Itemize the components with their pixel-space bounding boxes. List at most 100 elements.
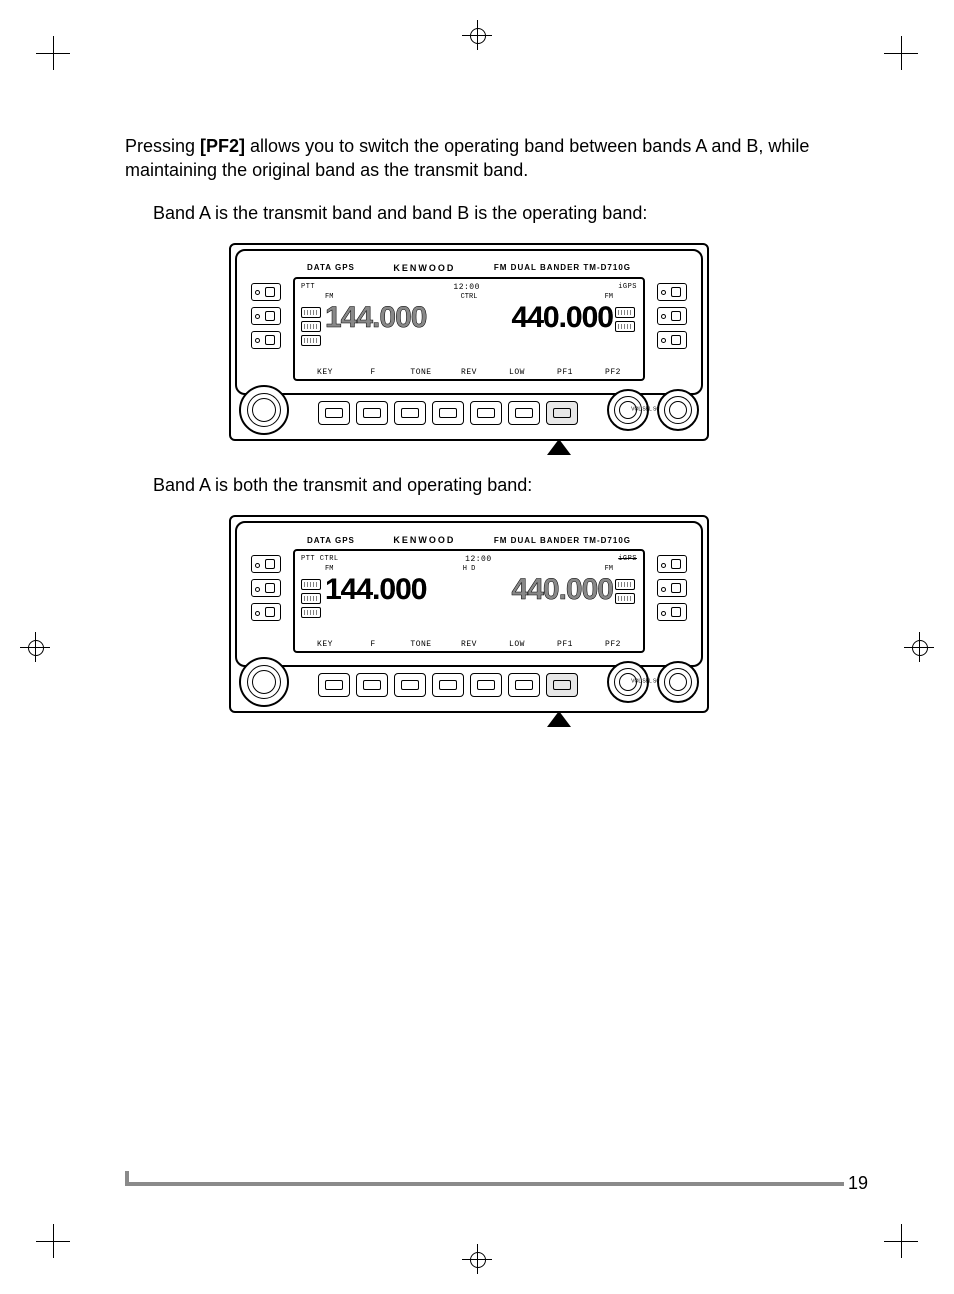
key-button[interactable]	[318, 401, 350, 425]
top-strip: DATA GPS KENWOOD FM DUAL BANDER TM-D710G	[307, 261, 631, 275]
brand-label: KENWOOD	[393, 535, 455, 545]
vol-sql-knob[interactable]: VOL SEL SQL	[607, 661, 649, 703]
key-button[interactable]	[432, 401, 464, 425]
softkey-row: KEY F TONE REV LOW PF1 PF2	[301, 368, 637, 377]
page-number: 19	[848, 1173, 868, 1194]
softkey-label: TONE	[397, 640, 445, 649]
softkey-label: REV	[445, 368, 493, 377]
figure-2: DATA GPS KENWOOD FM DUAL BANDER TM-D710G…	[229, 515, 709, 727]
lcd-left-icons	[301, 579, 323, 618]
power-button[interactable]	[657, 283, 687, 301]
side-button[interactable]	[251, 579, 281, 597]
side-button[interactable]	[657, 331, 687, 349]
key-button[interactable]	[508, 673, 540, 697]
side-button[interactable]	[657, 603, 687, 621]
key-row	[299, 401, 597, 425]
data-gps-label: DATA GPS	[307, 263, 355, 272]
left-button-column	[251, 283, 281, 349]
lcd-left-icons	[301, 307, 323, 346]
softkey-label: F	[349, 640, 397, 649]
mode-b: FM	[605, 565, 613, 573]
footer-tick-icon	[125, 1171, 129, 1182]
data-label: DATA	[307, 536, 332, 545]
igps-indicator-dim: iGPS	[618, 555, 637, 569]
softkey-label: KEY	[301, 368, 349, 377]
text: Pressing	[125, 136, 200, 156]
indicator-icon	[615, 593, 635, 604]
igps-indicator: iGPS	[618, 283, 637, 297]
pointer-arrow-icon	[547, 711, 571, 727]
indicator-icon	[301, 307, 321, 318]
key-row	[299, 673, 597, 697]
right-button-column	[657, 283, 687, 349]
crop-mark-icon	[36, 36, 70, 70]
indicator-icon	[615, 579, 635, 590]
radio-inner: DATA GPS KENWOOD FM DUAL BANDER TM-D710G…	[235, 521, 703, 667]
key-button[interactable]	[432, 673, 464, 697]
softkey-label: KEY	[301, 640, 349, 649]
power-button[interactable]	[657, 555, 687, 573]
data-label: DATA	[307, 263, 332, 272]
key-button[interactable]	[394, 401, 426, 425]
softkey-label: LOW	[493, 368, 541, 377]
key-button[interactable]	[356, 401, 388, 425]
ptt-indicator: PTT	[301, 283, 315, 297]
side-button[interactable]	[251, 331, 281, 349]
vol-sql-knob[interactable]	[657, 389, 699, 431]
brand-label: KENWOOD	[393, 263, 455, 273]
tuning-knob[interactable]	[239, 657, 289, 707]
key-button[interactable]	[318, 673, 350, 697]
left-button-column	[251, 555, 281, 621]
tuning-knob[interactable]	[239, 385, 289, 435]
key-button[interactable]	[508, 401, 540, 425]
registration-target-icon	[462, 1244, 492, 1274]
ctrl-indicator: CTRL	[461, 293, 478, 301]
vol-sql-knob[interactable]	[657, 661, 699, 703]
side-button[interactable]	[251, 603, 281, 621]
side-button[interactable]	[251, 283, 281, 301]
gps-label: GPS	[335, 263, 355, 272]
side-button[interactable]	[251, 555, 281, 573]
right-button-column	[657, 555, 687, 621]
freq-mode-row: FM CTRL FM	[325, 293, 613, 301]
mode-a: FM	[325, 293, 333, 301]
indicator-icon	[615, 321, 635, 332]
crop-mark-icon	[884, 36, 918, 70]
side-button[interactable]	[657, 579, 687, 597]
frequency-row: 144.000 440.000	[325, 303, 613, 333]
bottom-panel: VOL SEL SQL	[239, 665, 699, 705]
pf2-button[interactable]	[546, 673, 578, 697]
model-label: FM DUAL BANDER TM-D710G	[494, 263, 631, 272]
top-strip: DATA GPS KENWOOD FM DUAL BANDER TM-D710G	[307, 533, 631, 547]
key-button[interactable]	[394, 673, 426, 697]
indicator-icon	[301, 593, 321, 604]
model-label: FM DUAL BANDER TM-D710G	[494, 536, 631, 545]
key-button[interactable]	[470, 401, 502, 425]
bottom-panel: VOL SEL SQL	[239, 393, 699, 433]
indicator-icon	[301, 607, 321, 618]
content-area: Pressing [PF2] allows you to switch the …	[125, 116, 845, 745]
indicator-icon	[615, 307, 635, 318]
indicator-icon	[301, 335, 321, 346]
softkey-label: LOW	[493, 640, 541, 649]
radio-faceplate: DATA GPS KENWOOD FM DUAL BANDER TM-D710G…	[229, 515, 709, 713]
pointer-wrap	[319, 713, 799, 727]
softkey-label: PF1	[541, 368, 589, 377]
pointer-wrap	[319, 441, 799, 455]
softkey-label: REV	[445, 640, 493, 649]
side-button[interactable]	[657, 307, 687, 325]
crop-mark-icon	[884, 1224, 918, 1258]
pf2-button[interactable]	[546, 401, 578, 425]
mode-a: FM	[325, 565, 333, 573]
key-button[interactable]	[356, 673, 388, 697]
caption-2: Band A is both the transmit and operatin…	[153, 473, 845, 497]
frequency-a: 144.000	[325, 303, 426, 333]
key-button[interactable]	[470, 673, 502, 697]
data-gps-label: DATA GPS	[307, 536, 355, 545]
crop-mark-icon	[36, 1224, 70, 1258]
indicator-icon	[301, 579, 321, 590]
side-button[interactable]	[251, 307, 281, 325]
radio-inner: DATA GPS KENWOOD FM DUAL BANDER TM-D710G…	[235, 249, 703, 395]
vol-sql-knob[interactable]: VOL SEL SQL	[607, 389, 649, 431]
page: Pressing [PF2] allows you to switch the …	[0, 0, 954, 1294]
